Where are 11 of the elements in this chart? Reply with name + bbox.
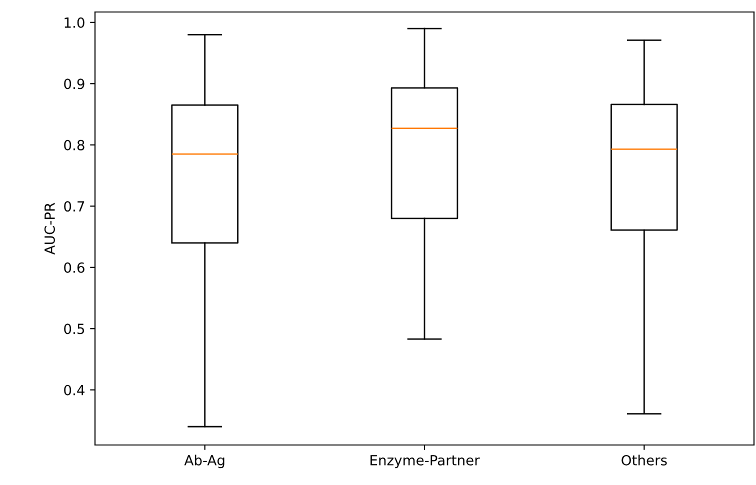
- y-tick-label: 0.5: [64, 324, 84, 334]
- y-tick-label: 0.6: [64, 262, 84, 273]
- x-tick-label: Enzyme-Partner: [370, 455, 480, 468]
- y-tick-label: 0.7: [64, 201, 84, 212]
- y-tick-label: 0.9: [64, 78, 84, 90]
- y-axis-title: AUC-PR: [44, 202, 55, 255]
- y-tick-label: 1.0: [64, 17, 84, 28]
- x-tick-label: Others: [622, 454, 667, 466]
- y-tick-label: 0.4: [64, 384, 84, 396]
- y-tick-label: 0.8: [64, 140, 84, 150]
- x-tick-label: Ab-Ag: [184, 454, 224, 468]
